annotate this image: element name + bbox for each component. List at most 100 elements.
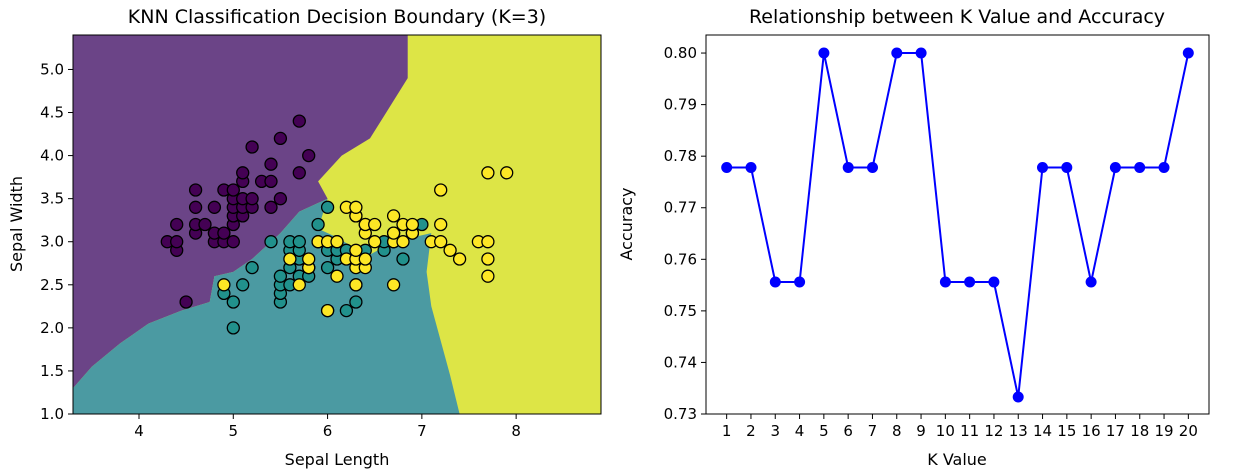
accuracy-point	[842, 162, 854, 173]
accuracy-point	[867, 162, 878, 173]
left-x-axis-label: Sepal Length	[285, 450, 390, 469]
scatter-point-virginica	[330, 235, 344, 249]
scatter-point-setosa	[170, 235, 184, 249]
scatter-point-virginica	[358, 252, 372, 266]
x-tick-label: 7	[868, 422, 878, 440]
scatter-point-setosa	[302, 148, 316, 163]
right-y-axis-label: Accuracy	[617, 187, 636, 260]
right-x-ticks: 1 2 3 4 5 6 7 8 9 10 11 12 13 14 15 16 17 18 19 20	[722, 414, 1198, 440]
scatter-point-versicolor	[396, 252, 410, 266]
scatter-point-versicolor	[311, 217, 325, 232]
right-x-axis-label: K Value	[927, 450, 987, 469]
accuracy-point	[721, 162, 733, 173]
scatter-point-virginica	[434, 183, 448, 197]
scatter-point-setosa	[292, 114, 306, 128]
x-tick-label: 8	[511, 422, 521, 440]
x-tick-label: 4	[134, 422, 144, 440]
scatter-point-setosa	[273, 192, 288, 206]
scatter-point-versicolor	[320, 260, 335, 275]
x-tick-label: 17	[1106, 422, 1125, 440]
scatter-point-setosa	[170, 217, 184, 232]
x-tick-label: 5	[229, 422, 239, 440]
y-tick-label: 3.0	[40, 233, 64, 251]
scatter-point-virginica	[386, 226, 401, 240]
scatter-point-virginica	[481, 252, 495, 266]
x-tick-label: 7	[417, 422, 427, 440]
accuracy-point	[1085, 276, 1097, 288]
scatter-point-virginica	[283, 252, 297, 266]
x-tick-label: 2	[746, 422, 756, 440]
left-x-ticks: 4 5 6 7 8	[134, 414, 521, 440]
y-tick-label: 4.0	[40, 147, 64, 165]
scatter-point-versicolor	[264, 235, 278, 249]
scatter-point-virginica	[386, 278, 401, 292]
scatter-point-setosa	[264, 200, 278, 214]
scatter-point-setosa	[198, 217, 212, 232]
decision-regions	[73, 35, 601, 414]
left-chart-title: KNN Classification Decision Boundary (K=…	[128, 6, 546, 28]
accuracy-point	[1109, 162, 1121, 173]
scatter-point-virginica	[452, 252, 467, 266]
scatter-point-versicolor	[245, 260, 259, 275]
x-tick-label: 5	[819, 422, 829, 440]
scatter-point-virginica	[349, 243, 363, 257]
accuracy-point	[818, 47, 830, 59]
accuracy-point	[1182, 47, 1194, 59]
scatter-point-virginica	[320, 303, 335, 318]
decision-boundary-chart: KNN Classification Decision Boundary (K=…	[7, 6, 602, 469]
x-tick-label: 12	[984, 422, 1003, 440]
accuracy-point	[1061, 162, 1073, 173]
left-y-axis-label: Sepal Width	[7, 176, 26, 272]
x-tick-label: 19	[1154, 422, 1173, 440]
y-tick-label: 0.73	[664, 405, 697, 423]
scatter-point-setosa	[264, 157, 278, 171]
scatter-point-setosa	[245, 140, 259, 154]
y-tick-label: 0.78	[664, 147, 697, 165]
scatter-point-versicolor	[226, 295, 240, 309]
scatter-point-virginica	[330, 269, 344, 283]
accuracy-point	[939, 276, 951, 288]
y-tick-label: 0.79	[664, 96, 697, 114]
accuracy-points	[721, 47, 1194, 403]
x-tick-label: 3	[770, 422, 780, 440]
scatter-point-setosa	[245, 192, 259, 206]
x-tick-label: 8	[892, 422, 902, 440]
x-tick-label: 6	[843, 422, 853, 440]
accuracy-point	[1037, 162, 1048, 173]
scatter-point-versicolor	[273, 269, 288, 283]
scatter-point-setosa	[292, 166, 306, 180]
scatter-point-virginica	[443, 243, 457, 257]
scatter-point-virginica	[292, 278, 306, 292]
left-y-ticks: 1.0 1.5 2.0 2.5 3.0 3.5 4.0 4.5 5.0	[40, 60, 73, 423]
x-tick-label: 18	[1130, 422, 1149, 440]
scatter-point-setosa	[188, 183, 203, 197]
accuracy-point	[769, 276, 781, 288]
accuracy-point	[988, 276, 1000, 288]
x-tick-label: 9	[916, 422, 926, 440]
accuracy-series-line	[726, 52, 1190, 398]
scatter-point-virginica	[302, 252, 316, 266]
scatter-point-setosa	[179, 295, 193, 309]
scatter-point-virginica	[217, 278, 231, 292]
scatter-point-virginica	[405, 217, 420, 232]
accuracy-point	[794, 276, 806, 288]
scatter-point-virginica	[386, 209, 401, 223]
y-tick-label: 4.5	[40, 104, 64, 122]
scatter-point-virginica	[396, 235, 410, 249]
accuracy-point	[964, 276, 976, 288]
k-accuracy-chart: Relationship between K Value and Accurac…	[617, 6, 1210, 469]
left-plot-frame	[72, 34, 602, 415]
x-tick-label: 20	[1179, 422, 1198, 440]
scatter-point-setosa	[264, 174, 278, 189]
x-tick-label: 13	[1009, 422, 1028, 440]
left-scatter-points	[160, 114, 514, 335]
scatter-point-virginica	[434, 235, 448, 249]
scatter-point-virginica	[349, 200, 363, 214]
y-tick-label: 0.74	[664, 353, 697, 371]
scatter-point-setosa	[188, 200, 203, 214]
x-tick-label: 15	[1057, 422, 1076, 440]
scatter-point-virginica	[368, 217, 382, 232]
x-tick-label: 6	[323, 422, 333, 440]
scatter-point-setosa	[207, 200, 222, 214]
